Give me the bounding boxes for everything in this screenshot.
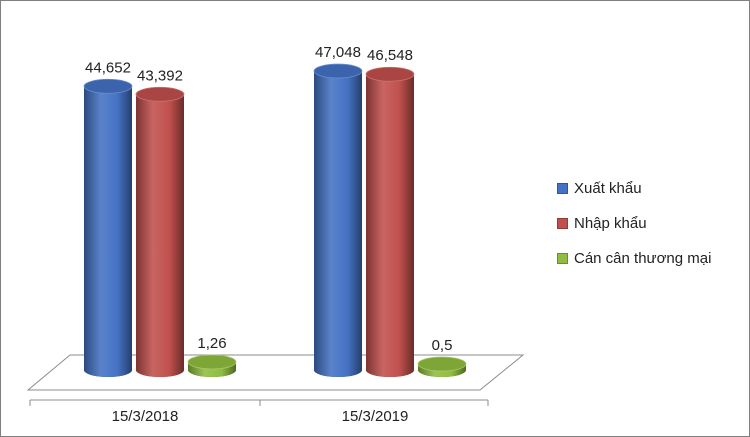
bar-import-1 [135, 86, 185, 377]
legend-swatch-import [557, 217, 568, 229]
bar-export-2 [313, 63, 363, 377]
bar-trade-balance-2 [417, 356, 467, 377]
legend: Xuất khẩu Nhập khẩu Cán cân thương mại [557, 178, 711, 283]
data-label-import-2: 46,548 [367, 47, 413, 64]
legend-swatch-export [557, 182, 568, 194]
data-label-import-1: 43,392 [137, 67, 183, 84]
data-label-trade-balance-1: 1,26 [197, 335, 226, 352]
legend-item-import: Nhập khẩu [557, 213, 711, 233]
category-label-1: 15/3/2018 [112, 408, 179, 425]
legend-item-trade-balance: Cán cân thương mại [557, 248, 711, 268]
legend-label-export: Xuất khẩu [574, 179, 642, 197]
legend-label-import: Nhập khẩu [574, 214, 647, 232]
bar-import-2 [365, 66, 415, 377]
legend-label-trade-balance: Cán cân thương mại [574, 249, 712, 267]
data-label-export-2: 47,048 [315, 44, 361, 61]
legend-item-export: Xuất khẩu [557, 178, 711, 198]
category-label-2: 15/3/2019 [342, 408, 409, 425]
bar-trade-balance-1 [187, 354, 237, 377]
legend-swatch-trade-balance [557, 252, 568, 264]
bar-export-1 [83, 78, 133, 378]
data-label-trade-balance-2: 0,5 [432, 337, 453, 354]
data-label-export-1: 44,652 [85, 59, 131, 76]
